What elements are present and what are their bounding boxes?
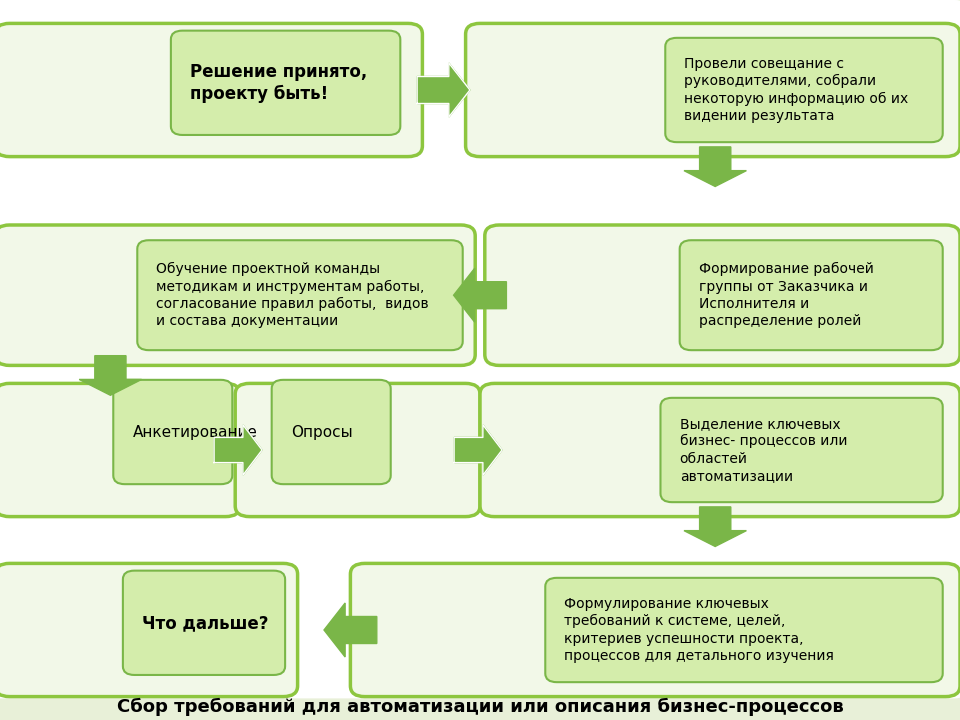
FancyBboxPatch shape: [660, 398, 943, 502]
Text: Формирование рабочей
группы от Заказчика и
Исполнителя и
распределение ролей: Формирование рабочей группы от Заказчика…: [699, 262, 874, 328]
Polygon shape: [79, 356, 142, 395]
Polygon shape: [454, 425, 502, 475]
FancyBboxPatch shape: [113, 380, 232, 484]
Text: Анкетирование: Анкетирование: [132, 425, 257, 439]
FancyBboxPatch shape: [171, 31, 400, 135]
FancyBboxPatch shape: [485, 225, 960, 366]
FancyBboxPatch shape: [0, 563, 298, 697]
FancyBboxPatch shape: [480, 383, 960, 517]
Polygon shape: [684, 507, 747, 546]
FancyBboxPatch shape: [665, 38, 943, 142]
Text: Сбор требований для автоматизации или описания бизнес-процессов: Сбор требований для автоматизации или оп…: [116, 698, 844, 716]
FancyBboxPatch shape: [545, 578, 943, 682]
Text: Провели совещание с
руководителями, собрали
некоторую информацию об их
видении р: Провели совещание с руководителями, собр…: [684, 57, 909, 123]
Polygon shape: [214, 425, 262, 475]
Polygon shape: [684, 147, 747, 186]
Text: Выделение ключевых
бизнес- процессов или
областей
автоматизации: Выделение ключевых бизнес- процессов или…: [680, 417, 847, 483]
Text: Формулирование ключевых
требований к системе, целей,
критериев успешности проект: Формулирование ключевых требований к сис…: [564, 597, 834, 663]
Polygon shape: [417, 63, 470, 117]
FancyBboxPatch shape: [137, 240, 463, 350]
FancyBboxPatch shape: [0, 383, 240, 517]
FancyBboxPatch shape: [680, 240, 943, 350]
FancyBboxPatch shape: [235, 383, 480, 517]
FancyBboxPatch shape: [123, 571, 285, 675]
Text: Опросы: Опросы: [291, 425, 352, 439]
FancyBboxPatch shape: [272, 380, 391, 484]
Text: Решение принято,
проекту быть!: Решение принято, проекту быть!: [190, 63, 368, 103]
FancyBboxPatch shape: [0, 0, 960, 698]
Polygon shape: [453, 269, 507, 323]
Text: Обучение проектной команды
методикам и инструментам работы,
согласование правил : Обучение проектной команды методикам и и…: [156, 262, 429, 328]
FancyBboxPatch shape: [466, 23, 960, 157]
FancyBboxPatch shape: [0, 23, 422, 157]
Text: Что дальше?: Что дальше?: [142, 613, 269, 632]
FancyBboxPatch shape: [350, 563, 960, 697]
FancyBboxPatch shape: [0, 225, 475, 366]
Polygon shape: [324, 603, 376, 657]
